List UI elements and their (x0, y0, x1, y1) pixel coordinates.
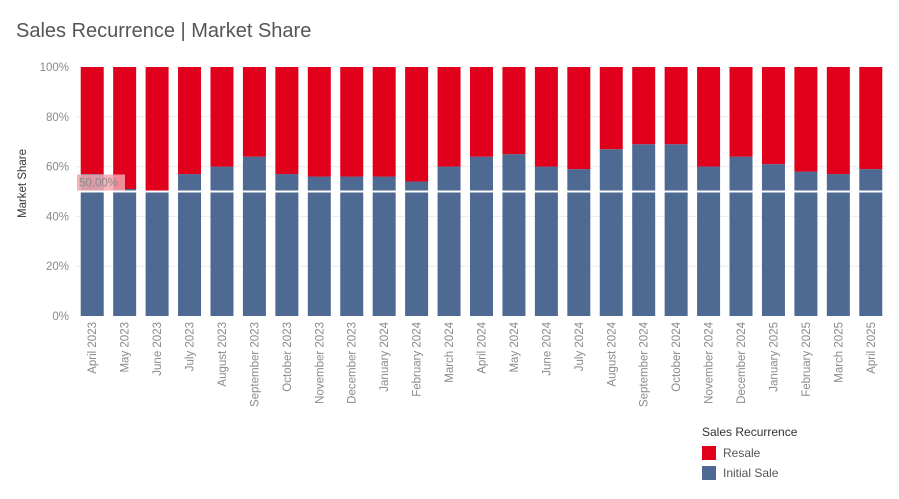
x-tick-label: January 2024 (379, 321, 391, 391)
legend-swatch-initial-sale (702, 466, 716, 480)
bar-resale[interactable] (826, 67, 850, 175)
bar-initial-sale[interactable] (145, 191, 169, 317)
bar-initial-sale[interactable] (502, 154, 526, 316)
bar-resale[interactable] (372, 67, 396, 177)
x-tick-label: June 2024 (541, 321, 553, 375)
bar-resale[interactable] (340, 67, 364, 177)
legend: Sales Recurrence Resale Initial Sale (702, 425, 797, 483)
y-axis-title: Market Share (17, 149, 29, 218)
bar-initial-sale[interactable] (534, 166, 558, 316)
bar-initial-sale[interactable] (697, 166, 721, 316)
bar-resale[interactable] (859, 67, 883, 170)
bar-initial-sale[interactable] (242, 156, 266, 316)
bar-initial-sale[interactable] (794, 171, 818, 316)
bar-initial-sale[interactable] (761, 164, 785, 316)
bar-initial-sale[interactable] (405, 181, 429, 316)
legend-title: Sales Recurrence (702, 425, 798, 439)
x-tick-label: March 2025 (833, 322, 845, 383)
legend-item-resale[interactable]: Resale (702, 443, 797, 463)
bar-initial-sale[interactable] (826, 174, 850, 316)
bar-resale[interactable] (697, 67, 721, 167)
x-tick-label: February 2024 (412, 321, 424, 396)
y-axis-ticks: 0% 20% 40% 60% 80% 100% (40, 62, 69, 323)
bar-initial-sale[interactable] (664, 144, 688, 316)
bar-resale[interactable] (275, 67, 299, 175)
x-tick-label: March 2024 (444, 321, 456, 382)
y-tick-label: 20% (46, 261, 69, 273)
bar-initial-sale[interactable] (113, 189, 137, 316)
bar-initial-sale[interactable] (599, 149, 623, 316)
y-tick-label: 0% (52, 311, 69, 323)
bars (80, 67, 883, 317)
bar-resale[interactable] (405, 67, 429, 182)
x-tick-label: July 2024 (574, 321, 586, 371)
bar-initial-sale[interactable] (632, 144, 656, 316)
x-axis-ticks: April 2023 May 2023 June 2023 July 2023 Augu… (87, 321, 878, 407)
x-tick-label: October 2024 (671, 321, 683, 391)
bar-resale[interactable] (113, 67, 137, 190)
bar-resale[interactable] (210, 67, 234, 167)
bar-initial-sale[interactable] (210, 166, 234, 316)
bar-resale[interactable] (761, 67, 785, 165)
bar-resale[interactable] (470, 67, 493, 157)
bar-initial-sale[interactable] (80, 174, 104, 316)
x-tick-label: October 2023 (282, 322, 294, 392)
bar-initial-sale[interactable] (437, 166, 461, 316)
x-tick-label: May 2023 (120, 322, 132, 373)
x-tick-label: April 2025 (866, 322, 878, 374)
bar-initial-sale[interactable] (567, 169, 591, 316)
x-tick-label: November 2023 (314, 322, 326, 404)
bar-resale[interactable] (437, 67, 461, 167)
bar-initial-sale[interactable] (275, 174, 299, 316)
reference-line: 50.00% (76, 174, 887, 193)
x-tick-label: August 2023 (217, 322, 229, 387)
x-tick-label: August 2024 (606, 321, 618, 386)
bar-resale[interactable] (242, 67, 266, 157)
bar-resale[interactable] (145, 67, 169, 192)
x-tick-label: November 2024 (704, 321, 716, 403)
bar-resale[interactable] (567, 67, 591, 170)
bar-initial-sale[interactable] (307, 176, 331, 316)
x-tick-label: December 2023 (347, 322, 359, 404)
x-tick-label: February 2025 (801, 322, 813, 397)
bar-resale[interactable] (632, 67, 656, 145)
y-tick-label: 80% (46, 112, 69, 124)
legend-swatch-resale (702, 446, 716, 460)
bar-initial-sale[interactable] (178, 174, 202, 316)
x-tick-label: April 2024 (477, 321, 489, 373)
x-tick-label: April 2023 (87, 322, 99, 374)
bar-initial-sale[interactable] (372, 176, 396, 316)
bar-resale[interactable] (729, 67, 753, 157)
x-tick-label: December 2024 (736, 321, 748, 403)
x-tick-label: January 2025 (768, 322, 780, 392)
reference-line-label: 50.00% (79, 178, 118, 190)
legend-item-initial-sale[interactable]: Initial Sale (702, 463, 797, 483)
bar-resale[interactable] (599, 67, 623, 150)
bar-initial-sale[interactable] (729, 156, 753, 316)
legend-label-resale: Resale (723, 446, 761, 460)
chart-title: Sales Recurrence | Market Share (16, 20, 312, 42)
reference-label-bg (77, 174, 125, 191)
bar-resale[interactable] (80, 67, 104, 175)
x-tick-label: July 2023 (185, 322, 197, 371)
y-tick-label: 60% (46, 162, 69, 174)
y-tick-label: 100% (40, 62, 69, 74)
x-tick-label: May 2024 (509, 321, 521, 372)
bar-resale[interactable] (307, 67, 331, 177)
x-tick-label: June 2023 (152, 322, 164, 376)
x-tick-label: September 2023 (249, 322, 261, 407)
bar-resale[interactable] (664, 67, 688, 145)
legend-label-initial-sale: Initial Sale (723, 466, 779, 480)
bar-resale[interactable] (534, 67, 558, 167)
bar-initial-sale[interactable] (859, 169, 883, 316)
y-tick-label: 40% (46, 211, 69, 223)
bar-resale[interactable] (794, 67, 818, 172)
bar-initial-sale[interactable] (470, 156, 493, 316)
bar-resale[interactable] (178, 67, 202, 175)
bar-initial-sale[interactable] (340, 176, 364, 316)
x-tick-label: September 2024 (639, 321, 651, 407)
bar-resale[interactable] (502, 67, 526, 155)
